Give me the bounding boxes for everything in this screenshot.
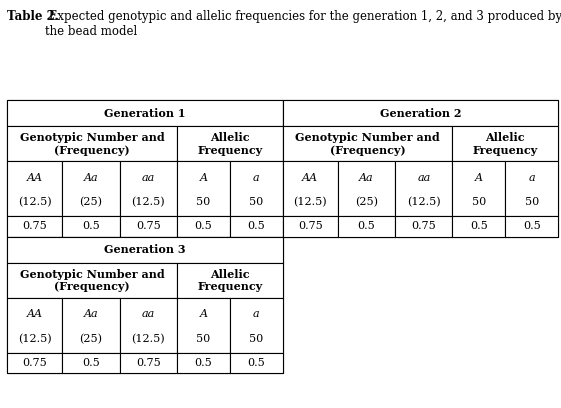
Bar [119, 216, 177, 237]
Bar [338, 216, 395, 237]
Bar [283, 161, 338, 216]
Text: (12.5): (12.5) [131, 334, 165, 344]
Text: 0.5: 0.5 [82, 358, 100, 368]
Text: Genotypic Number and
(Frequency): Genotypic Number and (Frequency) [20, 132, 164, 156]
Text: (25): (25) [80, 334, 103, 344]
Text: 50: 50 [196, 197, 210, 208]
Bar [177, 353, 230, 373]
Bar [62, 298, 119, 353]
Text: Genotypic Number and
(Frequency): Genotypic Number and (Frequency) [295, 132, 440, 156]
Text: 0.75: 0.75 [298, 222, 323, 231]
Text: 50: 50 [525, 197, 539, 208]
Bar [395, 161, 452, 216]
Bar [177, 263, 283, 298]
Text: 0.5: 0.5 [247, 358, 265, 368]
Text: (12.5): (12.5) [18, 334, 52, 344]
Text: (25): (25) [80, 197, 103, 208]
Text: A: A [199, 173, 208, 183]
Bar [505, 216, 558, 237]
Text: 0.75: 0.75 [22, 222, 47, 231]
Text: Table 2.: Table 2. [7, 10, 59, 23]
Text: 0.5: 0.5 [195, 222, 212, 231]
Bar [230, 161, 283, 216]
Text: a: a [253, 309, 260, 319]
Bar [177, 298, 230, 353]
Text: (12.5): (12.5) [18, 197, 52, 208]
Text: Allelic
Frequency: Allelic Frequency [473, 132, 538, 156]
Bar [7, 161, 62, 216]
Text: 50: 50 [196, 334, 210, 344]
Bar [7, 353, 62, 373]
Bar [177, 161, 230, 216]
Bar [338, 161, 395, 216]
Text: 0.75: 0.75 [22, 358, 47, 368]
Text: 0.5: 0.5 [82, 222, 100, 231]
Text: a: a [253, 173, 260, 183]
Text: Generation 1: Generation 1 [104, 108, 186, 119]
Bar [119, 353, 177, 373]
Bar [283, 100, 558, 237]
Text: aa: aa [142, 309, 155, 319]
Text: aa: aa [142, 173, 155, 183]
Bar [7, 237, 283, 373]
Text: A: A [199, 309, 208, 319]
Text: 0.75: 0.75 [136, 222, 160, 231]
Text: 50: 50 [472, 197, 486, 208]
Text: Expected genotypic and allelic frequencies for the generation 1, 2, and 3 produc: Expected genotypic and allelic frequenci… [45, 10, 561, 38]
Bar [7, 216, 62, 237]
Bar [62, 216, 119, 237]
Text: 50: 50 [249, 334, 264, 344]
Text: aa: aa [417, 173, 430, 183]
Bar [283, 100, 558, 126]
Text: (12.5): (12.5) [407, 197, 440, 208]
Text: 0.5: 0.5 [470, 222, 488, 231]
Text: (25): (25) [355, 197, 378, 208]
Text: Allelic
Frequency: Allelic Frequency [197, 132, 263, 156]
Bar [283, 216, 338, 237]
Text: 0.5: 0.5 [523, 222, 541, 231]
Bar [230, 216, 283, 237]
Text: 0.75: 0.75 [136, 358, 160, 368]
Text: 0.5: 0.5 [247, 222, 265, 231]
Bar [62, 353, 119, 373]
Text: 0.5: 0.5 [195, 358, 212, 368]
Bar [7, 263, 177, 298]
Text: a: a [528, 173, 535, 183]
Text: Generation 2: Generation 2 [380, 108, 461, 119]
Bar [505, 161, 558, 216]
Text: Aa: Aa [359, 173, 374, 183]
Text: 0.5: 0.5 [357, 222, 375, 231]
Text: Generation 3: Generation 3 [104, 244, 186, 255]
Bar [7, 126, 177, 161]
Bar [7, 237, 283, 263]
Bar [177, 216, 230, 237]
Text: A: A [475, 173, 483, 183]
Text: AA: AA [27, 309, 43, 319]
Text: (12.5): (12.5) [131, 197, 165, 208]
Text: 0.75: 0.75 [411, 222, 436, 231]
Text: Aa: Aa [84, 173, 98, 183]
Bar [230, 353, 283, 373]
Bar [7, 100, 283, 237]
Text: Genotypic Number and
(Frequency): Genotypic Number and (Frequency) [20, 268, 164, 293]
Bar [230, 298, 283, 353]
Bar [7, 298, 62, 353]
Text: 50: 50 [249, 197, 264, 208]
Bar [452, 126, 558, 161]
Text: AA: AA [27, 173, 43, 183]
Bar [452, 216, 505, 237]
Text: Aa: Aa [84, 309, 98, 319]
Text: (12.5): (12.5) [293, 197, 327, 208]
Bar [119, 298, 177, 353]
Bar [452, 161, 505, 216]
Bar [177, 126, 283, 161]
Bar [62, 161, 119, 216]
Bar [7, 100, 283, 126]
Text: Allelic
Frequency: Allelic Frequency [197, 268, 263, 293]
Text: AA: AA [302, 173, 318, 183]
Bar [395, 216, 452, 237]
Bar [283, 126, 452, 161]
Bar [119, 161, 177, 216]
